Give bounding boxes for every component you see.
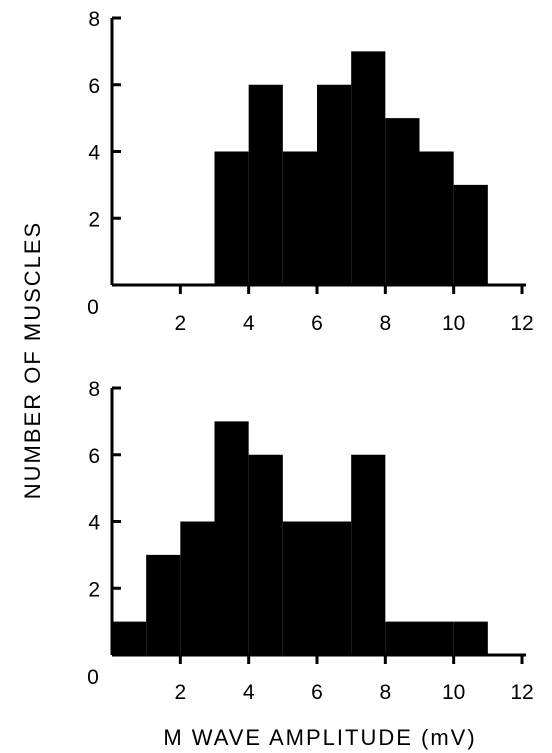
bottom-histogram-panel: 2 4 6 8 2 4 6 8 10 12 0 [87, 378, 534, 704]
x-tick-label: 4 [243, 681, 255, 704]
histogram-bar [453, 621, 488, 655]
histogram-bar [282, 151, 317, 285]
histogram-bar [351, 454, 386, 655]
histogram-bar [419, 151, 454, 285]
x-tick-label: 8 [379, 312, 391, 335]
y-axis-label: NUMBER OF MUSCLES [20, 221, 45, 499]
y-tick-label: 2 [88, 578, 100, 601]
histogram-bar [146, 554, 181, 655]
x-tick-label: 12 [510, 312, 533, 335]
histogram-bar [112, 621, 147, 655]
x-tick-label: 4 [243, 312, 255, 335]
origin-label: 0 [87, 296, 99, 319]
x-tick-label: 2 [174, 312, 186, 335]
x-tick-label: 10 [442, 312, 465, 335]
histogram-bar [214, 151, 249, 285]
histogram-bar [214, 421, 249, 655]
histogram-bar [282, 521, 317, 655]
histogram-bar [419, 621, 454, 655]
x-tick-label: 10 [442, 681, 465, 704]
histogram-bar [248, 454, 283, 655]
x-tick-label: 6 [311, 312, 323, 335]
histogram-bar [385, 621, 420, 655]
histogram-bar [317, 84, 352, 285]
top-histogram-panel: 2 4 6 8 2 4 6 8 10 12 0 [87, 8, 534, 335]
histogram-bar [351, 51, 386, 285]
y-tick-label: 2 [88, 208, 100, 231]
histogram-bar [180, 521, 215, 655]
x-tick-label: 6 [311, 681, 323, 704]
y-tick-label: 6 [88, 75, 100, 98]
histogram-bar [385, 118, 420, 285]
x-tick-label: 2 [174, 681, 186, 704]
origin-label: 0 [87, 666, 99, 689]
y-tick-label: 8 [88, 378, 100, 401]
y-tick-label: 6 [88, 445, 100, 468]
y-tick-label: 4 [88, 142, 100, 165]
y-tick-label: 4 [88, 512, 100, 535]
x-tick-label: 12 [510, 681, 533, 704]
histogram-bar [453, 184, 488, 285]
x-axis-label: M WAVE AMPLITUDE (mV) [163, 725, 476, 750]
x-tick-label: 8 [379, 681, 391, 704]
histogram-bar [317, 521, 352, 655]
y-tick-label: 8 [88, 8, 100, 31]
histogram-bar [248, 84, 283, 285]
